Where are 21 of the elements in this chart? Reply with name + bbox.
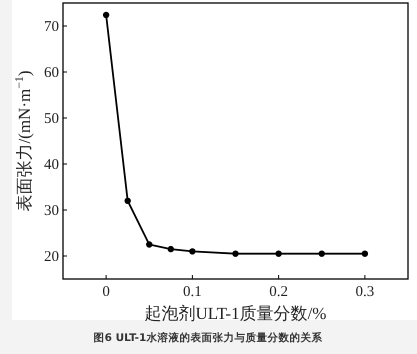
y-tick-label: 60 (44, 65, 59, 81)
point (362, 250, 368, 257)
point (102, 12, 110, 18)
y-tick-label: 30 (44, 203, 59, 219)
x-tick-label: 0 (102, 284, 110, 300)
x-tick-label: 0.3 (356, 284, 374, 300)
point (232, 250, 239, 257)
point (146, 241, 152, 248)
text: 图6 ULT-1水溶液的表面张力与质量分数的关系 (94, 331, 324, 344)
y-tick-label: 50 (44, 111, 59, 127)
point (275, 250, 282, 257)
point (124, 198, 131, 204)
y-tick-label: 20 (44, 249, 59, 265)
x-axis-title: 起泡剂ULT-1质量分数/% (144, 304, 326, 323)
y-tick-label: 40 (44, 157, 59, 173)
x-tick-label: 0.1 (183, 284, 202, 300)
y-tick-label: 70 (44, 19, 59, 35)
point (318, 250, 325, 257)
point (189, 248, 196, 255)
x-tick-label: 0.2 (269, 284, 288, 300)
point (168, 246, 174, 252)
